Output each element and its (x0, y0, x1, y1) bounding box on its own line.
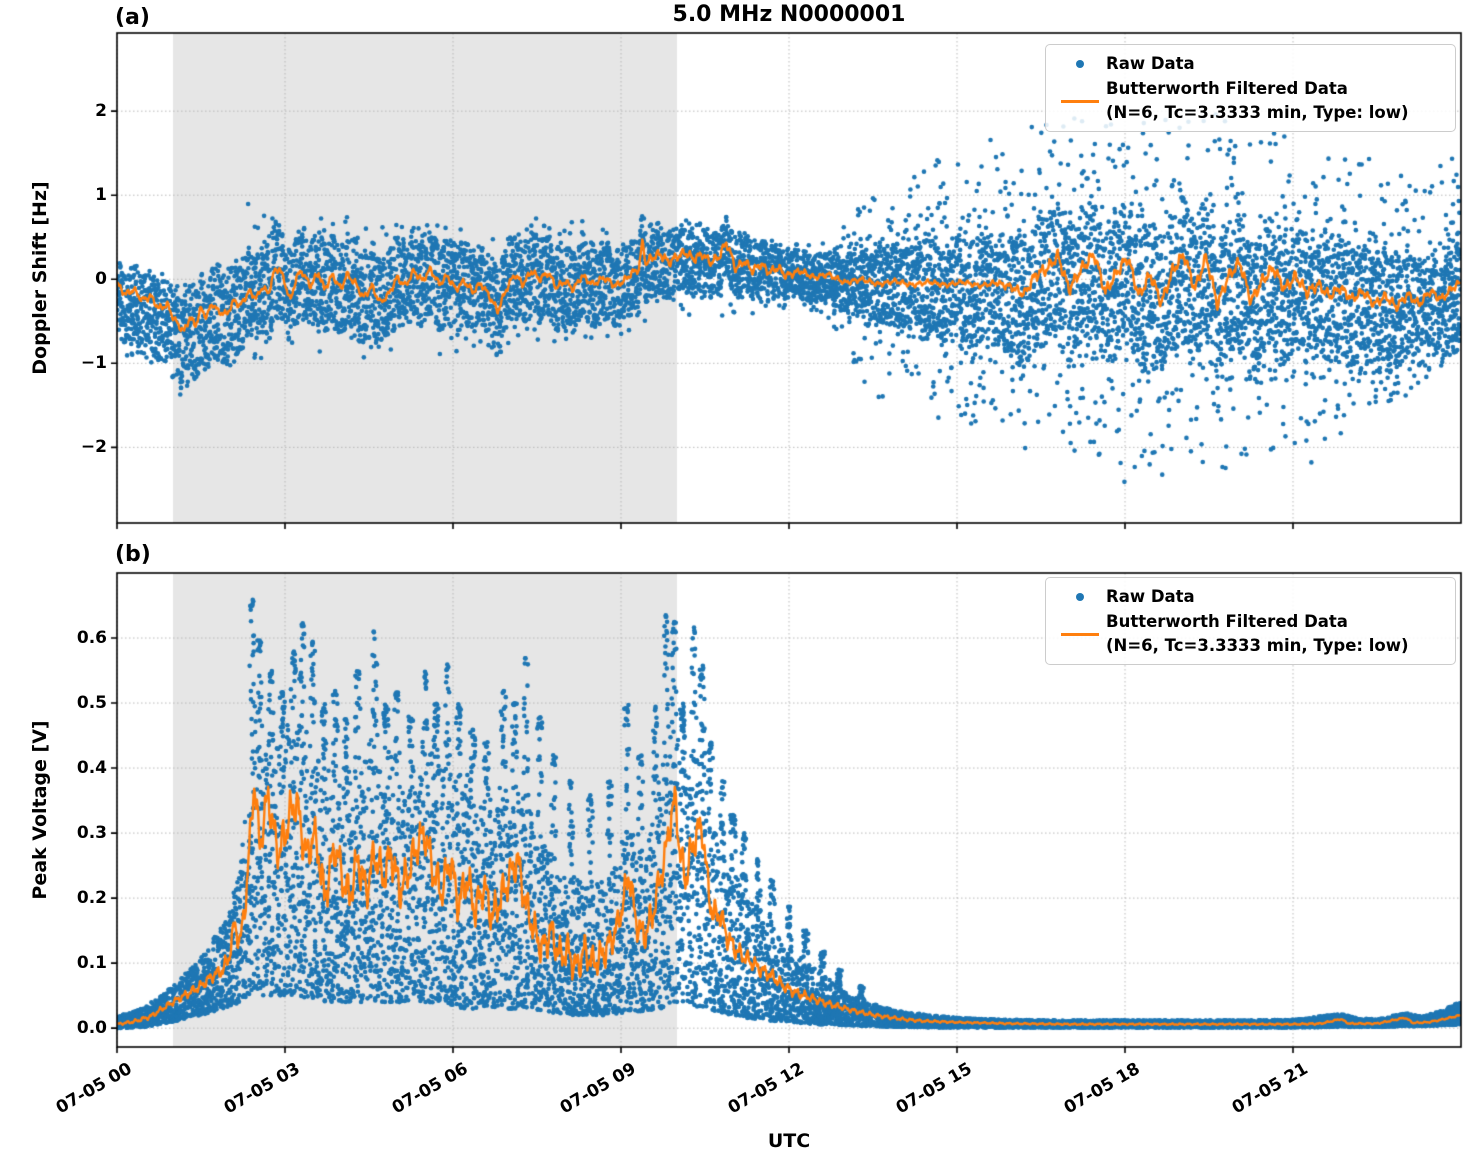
legend-raw-label: Raw Data (1106, 587, 1195, 606)
y-tick-label: 0.1 (76, 953, 107, 974)
legend-panel-b: Raw Data Butterworth Filtered Data (N=6,… (1045, 577, 1456, 665)
y-tick-label: 0.3 (76, 823, 107, 844)
y-tick-label: 0.2 (76, 888, 107, 909)
raw-data-dot-icon (1076, 593, 1084, 601)
x-axis-label: UTC (767, 1130, 811, 1152)
y-tick-label: 0.6 (76, 628, 107, 649)
panel-a-label: (a) (115, 5, 150, 30)
y-tick-label: 1 (95, 185, 107, 206)
panel-b-label: (b) (115, 542, 151, 567)
panel-b-ylabel: Peak Voltage [V] (29, 720, 51, 900)
y-tick-label: −1 (80, 353, 107, 374)
y-tick-label: 0.5 (76, 693, 107, 714)
filtered-line-icon (1061, 99, 1099, 103)
y-tick-label: 0 (95, 269, 107, 290)
legend-filtered-label: Butterworth Filtered Data (N=6, Tc=3.333… (1106, 79, 1409, 122)
raw-data-dot-icon (1076, 60, 1084, 68)
filtered-line-icon (1061, 632, 1099, 636)
legend-filtered-label: Butterworth Filtered Data (N=6, Tc=3.333… (1106, 612, 1409, 655)
legend-panel-a: Raw Data Butterworth Filtered Data (N=6,… (1045, 44, 1456, 132)
legend-raw-label: Raw Data (1106, 54, 1195, 73)
y-tick-label: 0.0 (76, 1018, 107, 1039)
y-tick-label: 2 (95, 101, 107, 122)
figure-title: 5.0 MHz N0000001 (672, 2, 906, 27)
y-tick-label: −2 (80, 437, 107, 458)
y-tick-label: 0.4 (76, 758, 107, 779)
